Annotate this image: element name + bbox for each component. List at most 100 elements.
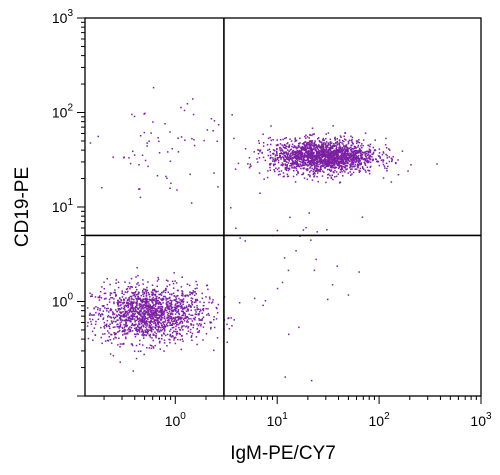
- x-tick-label: 100: [165, 411, 187, 429]
- data-point: [346, 147, 348, 150]
- data-point: [318, 144, 320, 147]
- data-point: [310, 143, 312, 145]
- data-point: [207, 288, 209, 291]
- data-point: [335, 146, 338, 149]
- data-point: [324, 159, 327, 162]
- data-point: [119, 316, 121, 318]
- data-point: [270, 143, 272, 146]
- data-point: [213, 172, 215, 174]
- data-point: [99, 295, 101, 297]
- data-point: [150, 312, 152, 314]
- data-point: [156, 300, 158, 302]
- data-point: [183, 325, 185, 327]
- data-point: [332, 178, 334, 181]
- data-point: [277, 157, 279, 159]
- data-point: [335, 161, 338, 163]
- data-point: [196, 323, 198, 325]
- data-point: [336, 140, 338, 143]
- data-point: [145, 310, 148, 313]
- data-point: [353, 154, 355, 157]
- data-point: [152, 293, 154, 295]
- data-point: [292, 175, 295, 178]
- data-point: [377, 160, 379, 162]
- data-point: [343, 140, 345, 143]
- data-point: [121, 296, 124, 298]
- data-point: [152, 334, 154, 336]
- data-point: [367, 153, 370, 155]
- data-point: [155, 302, 157, 305]
- data-point: [158, 330, 161, 333]
- data-point: [104, 324, 106, 326]
- data-point: [181, 325, 183, 327]
- data-point: [161, 306, 164, 308]
- data-point: [313, 172, 315, 175]
- data-point: [181, 290, 183, 292]
- data-point: [313, 147, 315, 149]
- data-point: [113, 301, 115, 303]
- data-point: [119, 346, 121, 348]
- data-point: [145, 317, 147, 320]
- data-point: [369, 151, 371, 154]
- data-point: [102, 333, 104, 335]
- data-point: [279, 173, 281, 175]
- data-point: [164, 326, 166, 329]
- data-point: [397, 159, 399, 161]
- data-point: [319, 141, 322, 143]
- data-point: [193, 294, 196, 296]
- data-point: [136, 294, 138, 296]
- data-point: [350, 148, 353, 151]
- data-point: [311, 140, 314, 142]
- data-point: [319, 159, 322, 161]
- data-point: [345, 156, 347, 159]
- data-point: [180, 136, 183, 138]
- scatter-points: [86, 86, 438, 382]
- data-point: [333, 163, 335, 165]
- data-point: [107, 330, 109, 332]
- data-point: [139, 310, 141, 312]
- data-point: [330, 176, 333, 178]
- data-point: [269, 166, 271, 169]
- data-point: [177, 338, 179, 341]
- data-point: [369, 150, 371, 152]
- data-point: [103, 288, 105, 290]
- data-point: [176, 305, 178, 308]
- data-point: [138, 307, 141, 309]
- data-point: [152, 321, 154, 323]
- data-point: [142, 298, 144, 300]
- data-point: [216, 307, 218, 310]
- data-point: [180, 327, 183, 329]
- data-point: [327, 149, 330, 151]
- data-point: [145, 291, 148, 293]
- data-point: [341, 152, 344, 154]
- data-point: [195, 293, 197, 295]
- data-point: [154, 305, 157, 307]
- data-point: [308, 143, 311, 146]
- data-point: [340, 166, 343, 169]
- data-point: [257, 140, 260, 142]
- data-point: [374, 149, 376, 151]
- data-point: [191, 137, 193, 140]
- data-point: [118, 327, 120, 329]
- data-point: [338, 150, 341, 153]
- data-point: [136, 283, 138, 285]
- data-point: [174, 304, 176, 306]
- data-point: [289, 149, 292, 151]
- data-point: [369, 150, 372, 152]
- data-point: [140, 309, 142, 312]
- data-point: [124, 330, 126, 333]
- data-point: [292, 149, 295, 152]
- y-tick-label: 100: [52, 292, 74, 310]
- data-point: [283, 257, 286, 259]
- data-point: [341, 171, 343, 173]
- data-point: [127, 298, 129, 301]
- data-point: [342, 163, 344, 166]
- data-point: [352, 156, 355, 158]
- data-point: [210, 321, 213, 324]
- data-point: [174, 303, 177, 305]
- data-point: [115, 314, 118, 317]
- data-point: [171, 293, 173, 295]
- data-point: [125, 305, 127, 307]
- data-point: [100, 297, 103, 299]
- data-point: [93, 314, 95, 316]
